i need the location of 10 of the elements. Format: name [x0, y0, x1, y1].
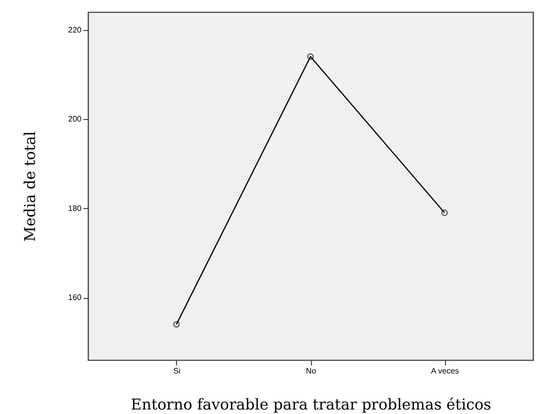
x-tick-label: No [306, 366, 317, 376]
point [307, 53, 314, 60]
x-axis-title: Entorno favorable para tratar problemas éticos [130, 396, 492, 414]
x-tick-label: A veces [431, 366, 460, 376]
y-tick-label: 200 [68, 114, 82, 124]
y-axis-title: Media de total [21, 131, 40, 242]
y-tick-label: 160 [68, 293, 82, 302]
y-tick-label: 180 [68, 204, 82, 213]
x-tick-label: Si [173, 366, 181, 376]
y-tick-label: 220 [68, 25, 82, 34]
